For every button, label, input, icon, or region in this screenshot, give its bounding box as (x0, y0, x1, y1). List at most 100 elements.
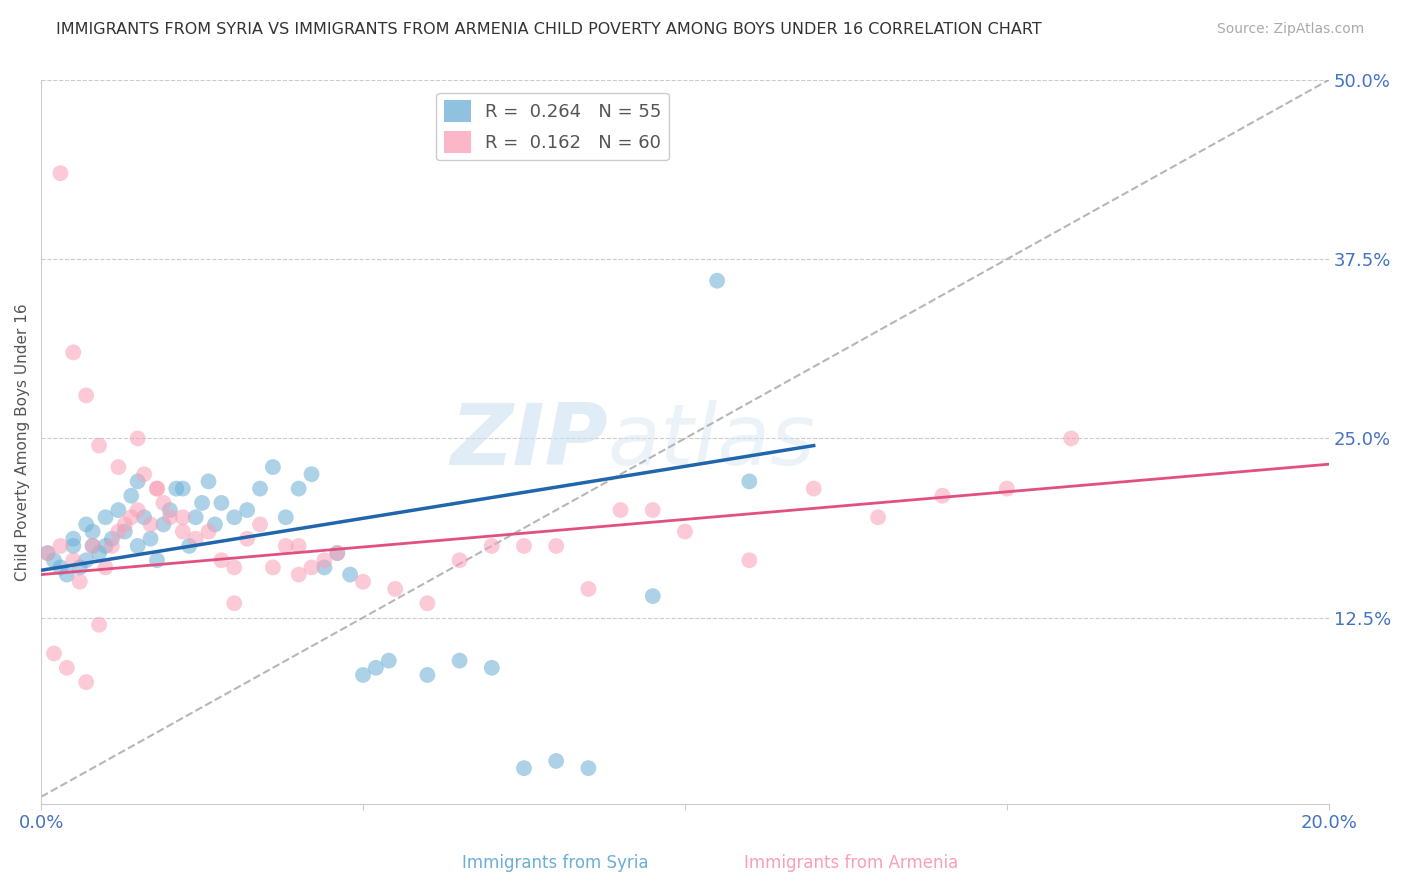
Point (339, 567, 361, 582)
Point (364, 661, 387, 675)
Point (184, 510, 207, 524)
Point (738, 475, 761, 489)
Point (56, 567, 79, 582)
Text: IMMIGRANTS FROM SYRIA VS IMMIGRANTS FROM ARMENIA CHILD POVERTY AMONG BOYS UNDER : IMMIGRANTS FROM SYRIA VS IMMIGRANTS FROM… (56, 22, 1042, 37)
Point (62, 539, 84, 553)
Point (641, 589, 664, 603)
Point (224, 560, 246, 574)
Point (449, 553, 471, 567)
Point (236, 503, 259, 517)
Point (179, 539, 201, 553)
Point (1060, 431, 1083, 445)
Point (49, 166, 72, 180)
Point (127, 475, 149, 489)
Text: ZIP: ZIP (450, 401, 607, 483)
Point (576, 761, 599, 775)
Point (82, 524, 104, 539)
Point (62, 553, 84, 567)
Point (87, 439, 110, 453)
Point (184, 532, 207, 546)
Point (262, 460, 284, 475)
Point (127, 503, 149, 517)
Point (62, 345, 84, 359)
Point (803, 482, 825, 496)
Point (868, 510, 890, 524)
Point (172, 482, 194, 496)
Point (94, 560, 117, 574)
Point (287, 482, 309, 496)
Point (87, 546, 110, 560)
Point (75, 388, 97, 402)
Point (75, 553, 97, 567)
Point (352, 668, 374, 682)
Point (236, 532, 259, 546)
Point (87, 617, 110, 632)
Point (94, 510, 117, 524)
Point (107, 460, 129, 475)
Point (249, 482, 271, 496)
Point (706, 274, 728, 288)
Point (287, 567, 309, 582)
Point (82, 539, 104, 553)
Point (224, 510, 246, 524)
Point (120, 489, 142, 503)
Point (159, 503, 181, 517)
Point (49, 539, 72, 553)
Point (609, 503, 631, 517)
Point (75, 517, 97, 532)
Point (224, 596, 246, 610)
Point (127, 539, 149, 553)
Point (75, 675, 97, 690)
Point (416, 596, 439, 610)
Point (62, 532, 84, 546)
Point (576, 582, 599, 596)
Point (94, 539, 117, 553)
Point (513, 761, 536, 775)
Point (134, 510, 156, 524)
Point (326, 546, 349, 560)
Point (301, 467, 323, 482)
Legend: R =  0.264   N = 55, R =  0.162   N = 60: R = 0.264 N = 55, R = 0.162 N = 60 (436, 93, 669, 161)
Point (107, 503, 129, 517)
Point (197, 475, 219, 489)
Text: Immigrants from Armenia: Immigrants from Armenia (744, 855, 957, 872)
Point (481, 661, 503, 675)
Point (262, 560, 284, 574)
Point (139, 532, 162, 546)
Point (152, 496, 174, 510)
Point (56, 661, 79, 675)
Point (274, 539, 297, 553)
Point (114, 524, 136, 539)
Point (37, 546, 59, 560)
Point (172, 510, 194, 524)
Point (416, 668, 439, 682)
Point (107, 524, 129, 539)
Point (101, 532, 124, 546)
Point (481, 539, 503, 553)
Point (120, 510, 142, 524)
Point (69, 560, 91, 574)
Text: atlas: atlas (607, 401, 815, 483)
Point (204, 517, 226, 532)
Point (352, 574, 374, 589)
Point (114, 517, 136, 532)
Point (82, 539, 104, 553)
Point (378, 654, 401, 668)
Point (69, 574, 91, 589)
Point (513, 539, 536, 553)
Text: Source: ZipAtlas.com: Source: ZipAtlas.com (1216, 22, 1364, 37)
Point (249, 517, 271, 532)
Point (146, 482, 169, 496)
Point (546, 539, 568, 553)
Point (738, 553, 761, 567)
Point (209, 553, 232, 567)
Point (995, 482, 1018, 496)
Point (197, 524, 219, 539)
Point (641, 503, 664, 517)
Point (314, 560, 336, 574)
Point (384, 582, 406, 596)
Point (301, 560, 323, 574)
Point (326, 546, 349, 560)
Text: Immigrants from Syria: Immigrants from Syria (463, 855, 648, 872)
Point (314, 553, 336, 567)
